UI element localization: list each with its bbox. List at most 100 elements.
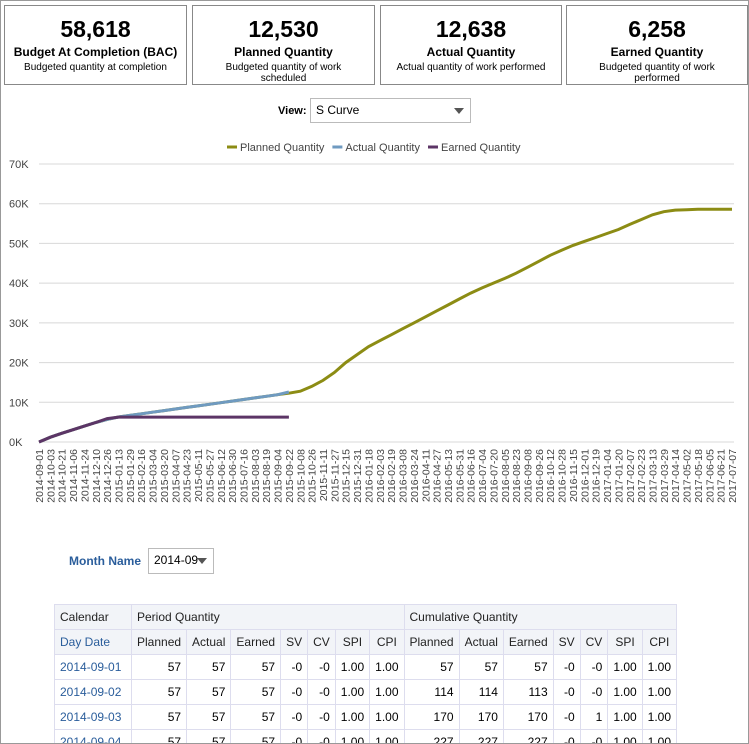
x-tick-label: 2015-12-15	[341, 449, 353, 503]
x-tick-label: 2015-12-31	[352, 449, 364, 503]
series-line	[38, 207, 732, 444]
x-tick-label: 2016-11-15	[568, 449, 580, 502]
cell: -0	[579, 679, 609, 705]
y-tick-label: 50K	[9, 238, 29, 250]
filter-label: Month Name	[69, 554, 141, 568]
date-link[interactable]: 2014-09-04	[54, 729, 132, 743]
x-tick-label: 2017-01-20	[613, 449, 625, 503]
series-line	[38, 415, 289, 444]
cell: 170	[502, 704, 554, 730]
cell: 57	[186, 704, 232, 730]
kpi-card: 58,618 Budget At Completion (BAC) Budgeted…	[4, 5, 187, 85]
cell: -0	[280, 654, 309, 680]
cell: 57	[130, 729, 188, 743]
x-tick-label: 2015-08-03	[250, 449, 262, 503]
group-row: Calendar Period Quantity Cumulative Quanti…	[54, 604, 678, 630]
cell: 227	[458, 729, 504, 743]
column-header: CPI	[369, 629, 405, 655]
legend-label: Planned Quantity	[240, 142, 325, 154]
cell: 1.00	[369, 729, 405, 743]
x-tick-label: 2016-05-13	[443, 449, 455, 503]
y-tick-label: 70K	[9, 159, 29, 171]
x-tick-label: 2015-05-11	[193, 449, 205, 502]
x-tick-label: 2015-03-04	[148, 449, 160, 503]
kpi-desc: Budgeted quantity of work scheduled	[225, 62, 342, 84]
y-tick-label: 30K	[9, 318, 29, 330]
y-tick-label: 40K	[9, 278, 29, 290]
kpi-value: 12,530	[248, 16, 319, 42]
column-header: CV	[307, 629, 336, 655]
date-link[interactable]: 2014-09-02	[54, 679, 132, 705]
x-tick-label: 2017-07-07	[727, 449, 739, 503]
x-tick-label: 2017-06-05	[704, 449, 716, 503]
group-header: Period Quantity	[131, 604, 405, 630]
legend-label: Earned Quantity	[441, 142, 521, 154]
x-tick-label: 2014-11-24	[79, 449, 91, 502]
x-tick-label: 2017-03-29	[659, 449, 671, 503]
column-header: Planned	[403, 629, 460, 655]
kpi-desc: Budgeted quantity at completion	[24, 62, 167, 73]
cell: 1.00	[334, 679, 371, 705]
x-tick-label: 2016-10-28	[557, 449, 569, 503]
cell: 1.00	[369, 704, 405, 730]
x-tick-label: 2014-10-21	[57, 449, 69, 503]
kpi-desc: Budgeted quantity of work performed	[599, 62, 715, 84]
cell: 57	[230, 704, 282, 730]
group-header: Calendar	[54, 604, 132, 630]
cell: 57	[130, 654, 188, 680]
cell: 1.00	[369, 679, 405, 705]
legend-label: Actual Quantity	[345, 142, 420, 154]
x-tick-label: 2016-10-12	[545, 449, 557, 503]
y-tick-label: 60K	[9, 199, 29, 211]
kpi-card: 12,530 Planned Quantity Budgeted quantity …	[192, 5, 375, 85]
date-link[interactable]: 2014-09-01	[54, 654, 132, 680]
kpi-title: Budget At Completion (BAC)	[13, 45, 178, 59]
cell: -0	[552, 729, 581, 743]
column-header: SPI	[607, 629, 643, 655]
x-tick-label: 2017-05-02	[682, 449, 694, 503]
y-tick-label: 0K	[9, 437, 23, 449]
x-tick-label: 2016-03-08	[398, 449, 410, 503]
month-select[interactable]: 2014-09	[148, 548, 214, 574]
view-select[interactable]: S Curve	[310, 98, 471, 123]
cell: 170	[403, 704, 460, 730]
cell: 1	[579, 704, 609, 730]
view-label: View:	[278, 105, 307, 117]
x-tick-label: 2016-12-19	[591, 449, 603, 503]
y-tick-label: 10K	[9, 397, 29, 409]
cell: 57	[130, 679, 188, 705]
column-row: Day Date Planned Actual Earned SV CV SPI CPI Pla…	[54, 629, 678, 655]
cell: 1.00	[334, 729, 371, 743]
x-tick-label: 2016-12-01	[579, 449, 591, 503]
cell: 1.00	[334, 704, 371, 730]
cell: 57	[230, 729, 282, 743]
kpi-title: Actual Quantity	[426, 45, 516, 59]
x-tick-label: 2015-02-16	[136, 449, 148, 503]
x-tick-label: 2015-04-23	[182, 449, 194, 503]
x-tick-label: 2016-09-08	[523, 449, 535, 503]
cell: 57	[458, 654, 504, 680]
x-tick-label: 2017-03-13	[647, 449, 659, 503]
cell: 1.00	[641, 654, 678, 680]
cell: 1.00	[607, 679, 643, 705]
date-link[interactable]: 2014-09-03	[54, 704, 132, 730]
x-tick-label: 2015-04-07	[170, 449, 182, 503]
cell: -0	[307, 679, 336, 705]
x-tick-label: 2017-04-14	[670, 449, 682, 503]
x-tick-label: 2014-10-03	[45, 449, 57, 503]
x-tick-label: 2015-01-29	[125, 449, 137, 503]
x-tick-label: 2017-06-21	[716, 449, 728, 503]
cell: 113	[502, 679, 554, 705]
cell: 114	[403, 679, 460, 705]
x-tick-label: 2016-09-26	[534, 449, 546, 503]
x-tick-label: 2017-01-04	[602, 449, 614, 503]
x-tick-label: 2015-06-30	[227, 449, 239, 503]
x-tick-label: 2015-07-16	[238, 449, 250, 503]
cell: -0	[280, 679, 309, 705]
x-tick-label: 2016-07-04	[477, 449, 489, 503]
column-header: CV	[579, 629, 609, 655]
x-tick-label: 2016-02-19	[386, 449, 398, 503]
cell: -0	[579, 729, 609, 743]
